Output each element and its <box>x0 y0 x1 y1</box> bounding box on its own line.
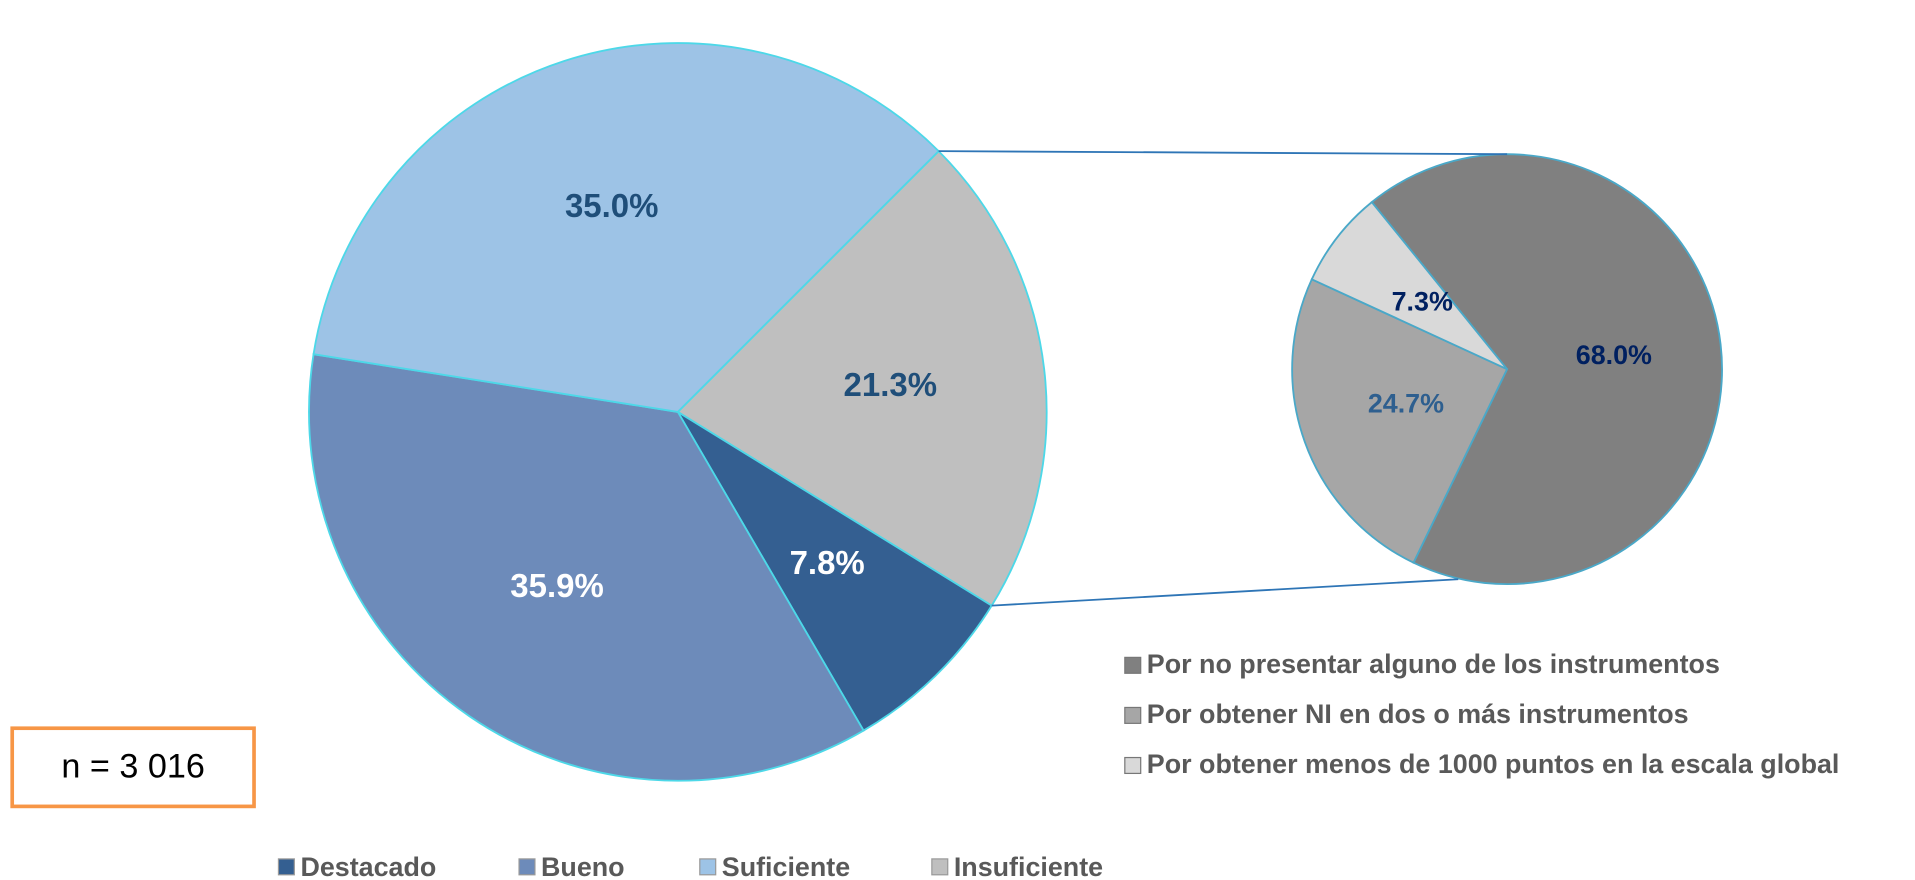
annotation-box <box>10 726 256 809</box>
data-label: 68.0% <box>1576 340 1652 370</box>
legend-label: Por obtener menos de 1000 puntos en la e… <box>1147 749 1840 779</box>
pie-slice <box>1291 278 1509 564</box>
legend-marker <box>1124 756 1142 775</box>
pie-slice <box>1310 200 1508 370</box>
annotation: n = 3 016 <box>61 748 205 786</box>
data-label: 24.7% <box>1368 389 1444 419</box>
pie-slice <box>676 149 1048 607</box>
data-label: 7.3% <box>1392 286 1453 316</box>
legend-marker <box>1124 706 1142 724</box>
data-label: 35.0% <box>565 187 658 224</box>
legend-marker <box>1124 656 1142 674</box>
pie-slice <box>308 353 865 782</box>
data-label: 7.8% <box>790 544 865 581</box>
legend-label: Por obtener NI en dos o más instrumentos <box>1147 699 1689 729</box>
legend-marker <box>931 858 949 876</box>
connector-line <box>938 150 1508 156</box>
legend-marker <box>518 858 536 876</box>
connector-line <box>991 578 1459 607</box>
pie-slice <box>312 42 940 413</box>
legend-label: Destacado <box>300 852 436 880</box>
data-label: 21.3% <box>844 366 937 403</box>
legend-marker <box>277 858 295 876</box>
pie-slice <box>677 411 993 732</box>
legend-label: Por no presentar alguno de los instrumen… <box>1147 649 1720 679</box>
legend-label: Suficiente <box>722 852 850 880</box>
legend-marker <box>699 858 717 876</box>
legend-label: Insuficiente <box>954 852 1103 880</box>
data-label: 35.9% <box>510 567 603 604</box>
legend-label: Bueno <box>541 852 625 880</box>
